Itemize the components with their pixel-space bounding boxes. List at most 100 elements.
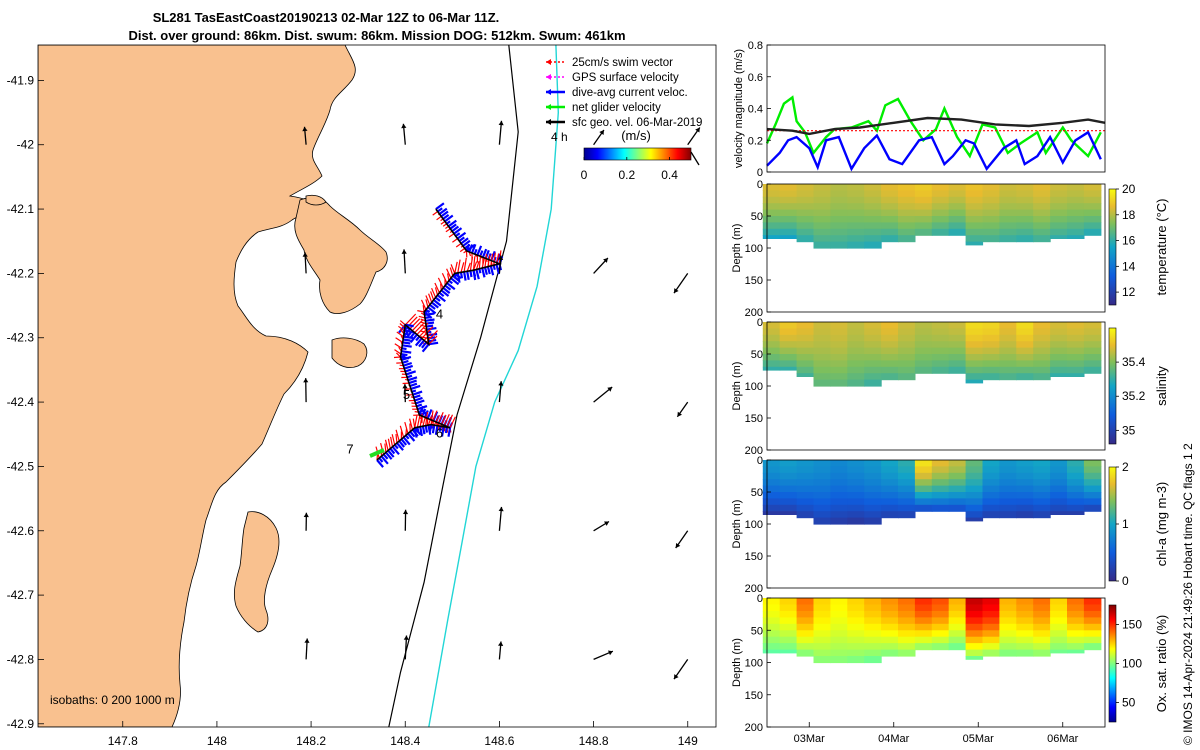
section-cell xyxy=(982,598,1000,606)
day-label: 5 xyxy=(403,387,410,402)
section-cell xyxy=(1050,492,1068,499)
section-cell xyxy=(1067,322,1085,329)
current-vector xyxy=(410,331,416,338)
section-y-label: Depth (m) xyxy=(731,638,743,687)
section-y-tick-label: 150 xyxy=(745,275,763,287)
section-cell xyxy=(898,623,916,631)
speed-colorbar-ticks: 0 0.2 0.4 xyxy=(581,157,678,182)
section-cell xyxy=(898,203,916,211)
section-cell xyxy=(1016,209,1034,217)
section-cell xyxy=(898,460,916,467)
section-cell xyxy=(1033,322,1051,329)
current-vector xyxy=(442,214,450,220)
current-vector xyxy=(447,219,457,228)
section-cell xyxy=(965,322,984,329)
geo-arrow-head xyxy=(302,252,308,257)
section-cell xyxy=(1067,492,1085,499)
swim-vector xyxy=(427,416,432,426)
section-cell xyxy=(965,617,984,625)
section-cell xyxy=(982,479,1000,487)
section-cell xyxy=(779,479,798,487)
section-cell xyxy=(847,203,865,211)
section-colorbar-tick-label: 18 xyxy=(1122,208,1136,222)
current-vector xyxy=(444,427,448,434)
section-cell xyxy=(864,379,882,387)
velocity-y-label: velocity magnitude (m/s) xyxy=(733,49,745,168)
current-vector xyxy=(427,306,437,315)
section-cell xyxy=(847,636,865,644)
section-cell xyxy=(914,328,933,336)
current-vector xyxy=(396,442,404,451)
section-cell xyxy=(830,656,848,664)
section-cell xyxy=(779,498,798,506)
section-cell xyxy=(914,347,933,355)
section-cell xyxy=(1050,617,1068,625)
section-cell xyxy=(847,492,865,499)
section-cell xyxy=(881,649,899,657)
section-cell xyxy=(1033,492,1051,499)
section-cell xyxy=(796,472,815,480)
day-label: 4 xyxy=(436,306,443,321)
current-vector xyxy=(402,338,411,342)
section-cell xyxy=(898,479,916,487)
section-cell xyxy=(965,379,984,384)
geo-arrow-head xyxy=(674,288,679,294)
section-cell xyxy=(914,636,933,644)
velocity-plot-bg xyxy=(767,45,1105,172)
section-cell xyxy=(914,196,933,204)
section-cell xyxy=(1083,203,1102,211)
section-cell xyxy=(830,643,848,651)
section-cell xyxy=(1016,617,1034,625)
section-cell xyxy=(779,196,798,204)
geo-arrow-head xyxy=(695,127,700,133)
section-cell xyxy=(864,498,882,506)
current-vector xyxy=(404,368,412,373)
section-cell xyxy=(931,347,950,355)
section-cell xyxy=(881,479,899,487)
section-cell xyxy=(813,222,831,230)
section-cell xyxy=(847,498,865,506)
section-cell xyxy=(1050,460,1068,467)
section-cell xyxy=(762,203,781,211)
section-cell xyxy=(898,360,916,368)
current-vector xyxy=(427,336,436,340)
section-cell xyxy=(813,656,831,664)
section-cell xyxy=(999,203,1017,211)
section-cell xyxy=(813,228,831,236)
section-cell xyxy=(931,366,950,374)
section-cell xyxy=(830,504,848,512)
section-cell xyxy=(931,623,950,631)
section-cell xyxy=(1083,328,1102,336)
section-cell xyxy=(999,649,1017,657)
section-cell xyxy=(1016,623,1034,631)
section-cell xyxy=(948,604,967,612)
current-vector xyxy=(376,459,384,468)
section-cell xyxy=(813,334,831,342)
map-y-tick-label: -42.8 xyxy=(7,652,35,666)
section-cell xyxy=(864,656,882,664)
current-vector xyxy=(466,271,470,280)
section-cell xyxy=(830,334,848,342)
section-cell xyxy=(948,598,967,606)
section-cell xyxy=(762,649,781,654)
section-cell xyxy=(965,341,984,349)
section-cell xyxy=(1067,511,1085,515)
swim-vector xyxy=(472,261,478,271)
section-cell xyxy=(881,598,899,606)
section-cell xyxy=(982,504,1000,512)
section-cell xyxy=(1033,184,1051,191)
section-cell xyxy=(914,366,933,374)
current-vector xyxy=(414,337,423,347)
section-cell xyxy=(999,617,1017,625)
section-cell xyxy=(1033,216,1051,223)
section-cell xyxy=(898,485,916,493)
section-cell xyxy=(1067,328,1085,336)
section-cell xyxy=(931,228,950,236)
current-vector xyxy=(458,236,465,242)
section-cell xyxy=(1050,347,1068,355)
section-cell xyxy=(1050,485,1068,493)
section-cell xyxy=(914,617,933,625)
current-vector xyxy=(459,272,464,279)
section-cell xyxy=(931,610,950,618)
section-colorbar xyxy=(1108,466,1117,582)
